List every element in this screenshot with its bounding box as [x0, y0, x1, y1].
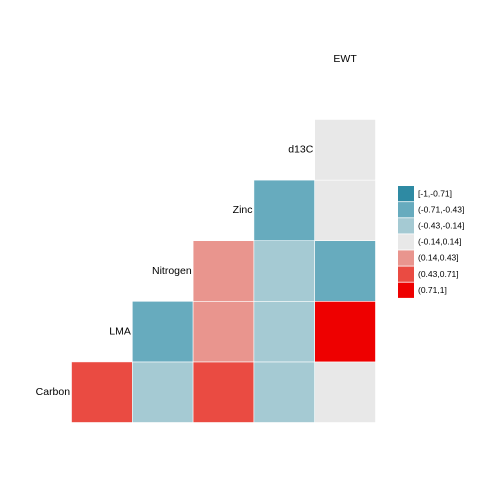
- variable-label-d13C: d13C: [288, 144, 314, 156]
- legend-swatch-5: [398, 266, 414, 282]
- heatmap-cell-Carbon-d13C: [253, 361, 315, 423]
- variable-label-Carbon: Carbon: [36, 386, 71, 398]
- legend-label-5: (0.43,0.71]: [418, 269, 459, 279]
- legend-label-6: (0.71,1]: [418, 285, 447, 295]
- variable-label-LMA: LMA: [109, 325, 131, 337]
- legend-label-1: (-0.71,-0.43]: [418, 204, 464, 214]
- legend-label-3: (-0.14,0.14]: [418, 237, 461, 247]
- heatmap-cell-Zinc-d13C: [253, 179, 315, 242]
- heatmap-cell-LMA-Nitrogen: [132, 300, 194, 363]
- variable-labels: Carbon LMA Nitrogen Zinc d13C EWT: [36, 53, 358, 398]
- legend-label-2: (-0.43,-0.14]: [418, 221, 464, 231]
- variable-label-Nitrogen: Nitrogen: [152, 265, 192, 277]
- heatmap-cell-d13C-EWT: [314, 119, 376, 181]
- legend-swatch-4: [398, 250, 414, 266]
- heatmap-cell-Carbon-EWT: [314, 361, 376, 423]
- heatmap-cell-LMA-Zinc: [192, 300, 255, 363]
- heatmap-cell-Carbon-Nitrogen: [132, 361, 194, 423]
- legend-swatch-6: [398, 282, 414, 298]
- legend-swatch-1: [398, 202, 414, 218]
- heatmap-cell-LMA-d13C: [253, 300, 315, 363]
- legend-label-4: (0.14,0.43]: [418, 253, 459, 263]
- variable-label-Zinc: Zinc: [233, 204, 253, 216]
- heatmap-cell-Nitrogen-d13C: [253, 240, 315, 302]
- heatmap-cell-LMA-EWT: [314, 300, 376, 363]
- legend-swatch-2: [398, 218, 414, 234]
- heatmap-cell-Carbon-Zinc: [192, 361, 255, 423]
- legend: [-1,-0.71] (-0.71,-0.43] (-0.43,-0.14] (-0.…: [398, 186, 464, 298]
- legend-swatch-3: [398, 234, 414, 250]
- heatmap-cell-Nitrogen-EWT: [314, 240, 376, 302]
- legend-label-0: [-1,-0.71]: [418, 188, 452, 198]
- heatmap-cells: [71, 119, 376, 423]
- heatmap-cell-Carbon-LMA: [71, 361, 133, 423]
- variable-label-EWT: EWT: [333, 53, 357, 65]
- heatmap-cell-Zinc-EWT: [314, 179, 376, 242]
- legend-swatch-0: [398, 186, 414, 202]
- heatmap-cell-Nitrogen-Zinc: [192, 240, 255, 302]
